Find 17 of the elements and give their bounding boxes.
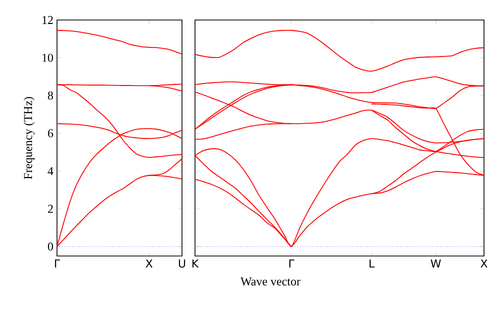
x-tick-label: L — [370, 260, 375, 268]
y-tick-label: 0 — [48, 242, 54, 251]
y-tick-label: 4 — [48, 167, 54, 175]
y-tick-label: 2 — [48, 204, 53, 213]
x-tick-label: K — [192, 260, 199, 268]
y-tick-label: 10 — [42, 54, 54, 62]
x-tick-label: Γ — [55, 260, 60, 268]
y-axis-title: Frequency (THz) — [24, 97, 35, 180]
x-tick-label: X — [146, 260, 153, 268]
y-tick-label: 6 — [48, 129, 54, 138]
x-tick-label: W — [430, 260, 441, 268]
y-tick-label: 8 — [48, 91, 54, 100]
x-axis-title: Wave vector — [240, 278, 300, 286]
x-tick-label: Γ — [289, 260, 294, 268]
y-tick-label: 12 — [42, 16, 53, 24]
x-tick-label: X — [480, 260, 488, 268]
x-tick-label: U — [178, 260, 186, 268]
